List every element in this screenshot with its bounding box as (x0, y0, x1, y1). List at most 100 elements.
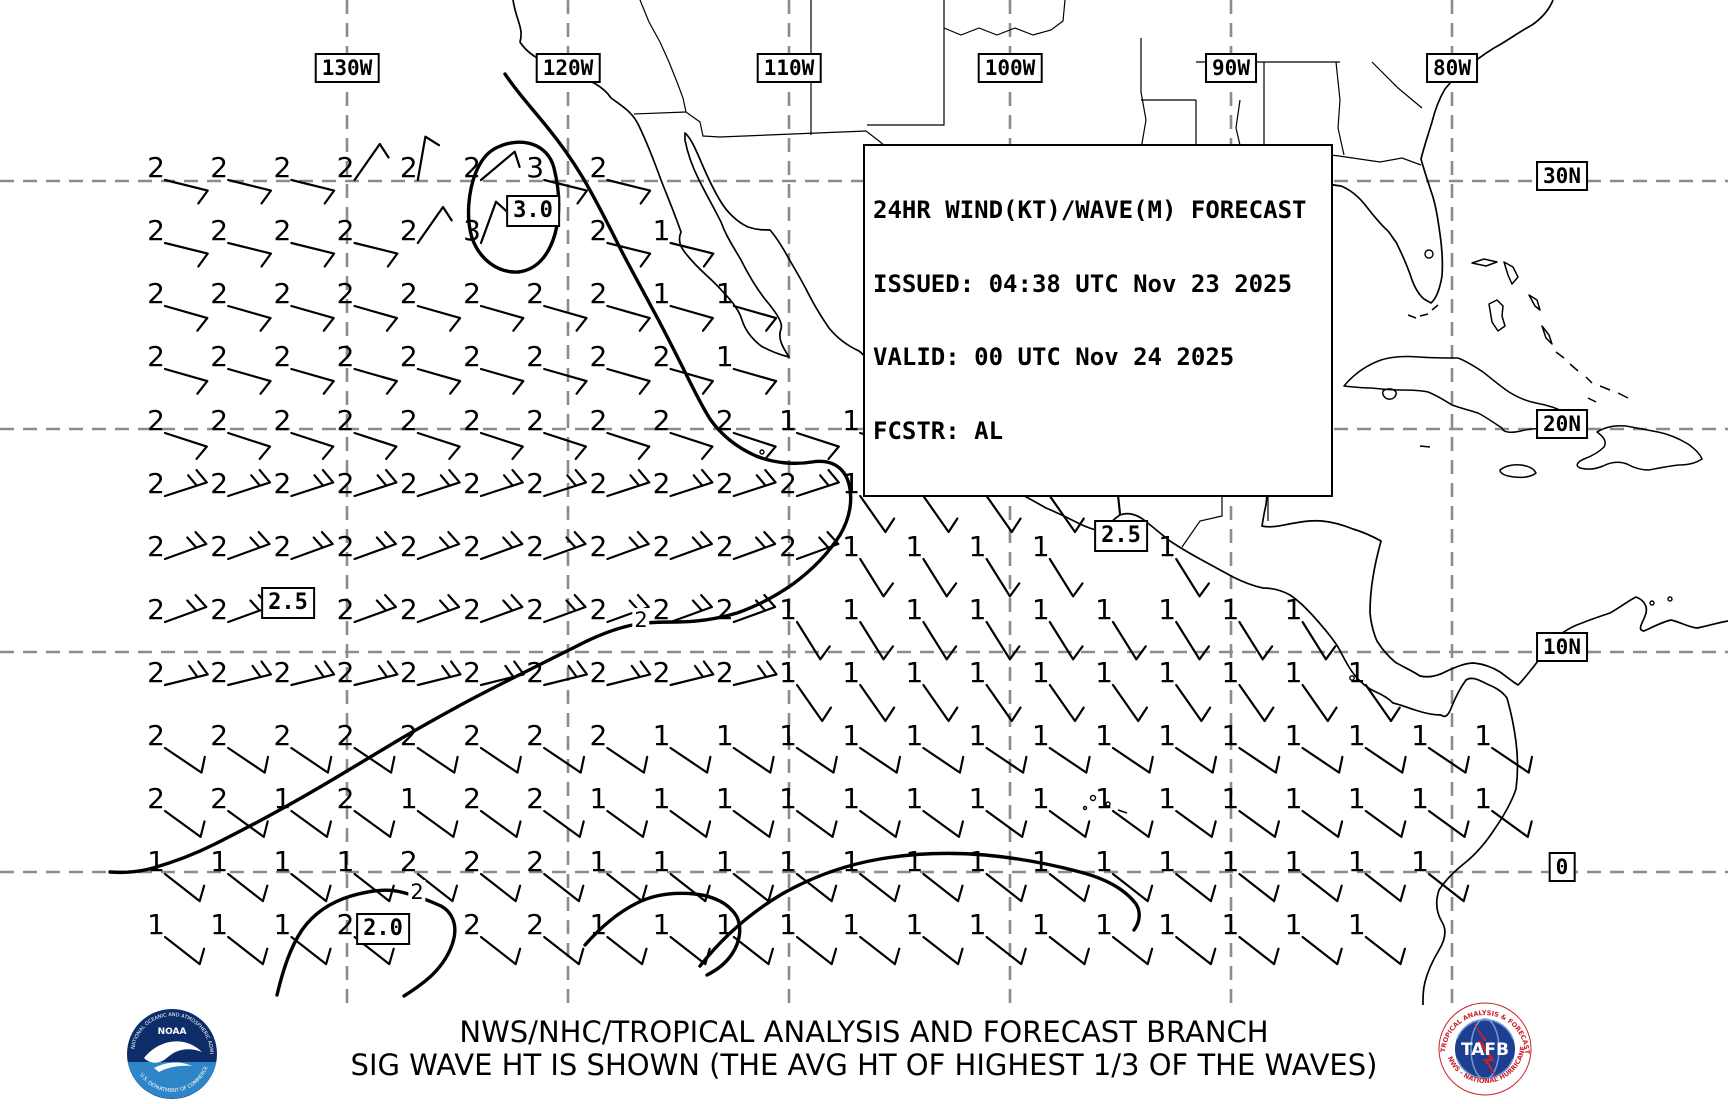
wind-barb (416, 135, 441, 182)
wind-barb (1238, 683, 1275, 723)
island (1569, 363, 1579, 372)
wave-height-value: 1 (653, 719, 671, 752)
wave-height-value: 2 (337, 340, 355, 373)
wind-barb (1111, 683, 1148, 723)
island (1576, 425, 1703, 471)
wind-barb (732, 367, 778, 395)
wind-barb (290, 469, 335, 498)
wave-height-value: 2 (589, 593, 607, 626)
wave-height-value: 1 (1348, 845, 1366, 878)
wind-barb (606, 872, 648, 903)
wind-barb (543, 660, 588, 687)
wave-height-value: 1 (905, 845, 923, 878)
wind-barb (922, 620, 958, 661)
wind-barb (606, 178, 652, 205)
wind-barb (353, 431, 398, 460)
island (1419, 445, 1431, 448)
state-border (943, 0, 1066, 36)
wave-height-value: 2 (273, 214, 291, 247)
wind-barb (985, 620, 1021, 661)
latitude-label: 20N (1536, 409, 1588, 439)
wave-height-value: 1 (1221, 782, 1239, 815)
wind-barb (795, 872, 838, 903)
wave-height-value: 2 (589, 214, 607, 247)
wave-height-value: 1 (1221, 908, 1239, 941)
wave-height-value: 1 (1221, 593, 1239, 626)
wind-barb (859, 620, 894, 661)
wind-barb (1238, 746, 1281, 774)
wave-height-value: 2 (589, 151, 607, 184)
wind-barb (795, 469, 840, 498)
wave-height-value: 2 (526, 908, 544, 941)
wave-height-value: 1 (1474, 719, 1492, 752)
wave-height-value: 2 (210, 467, 228, 500)
wave-height-value: 2 (147, 404, 165, 437)
wave-height-value: 2 (147, 151, 165, 184)
island (1528, 294, 1541, 311)
small-island (1349, 675, 1355, 681)
island (1488, 299, 1506, 332)
wave-height-value: 2 (463, 277, 481, 310)
wind-barb (1427, 872, 1470, 903)
wave-height-value: 1 (716, 277, 734, 310)
wind-barb (353, 872, 395, 903)
wave-height-value: 2 (147, 656, 165, 689)
wind-barb (606, 367, 651, 395)
wave-height-value: 1 (273, 908, 291, 941)
wind-barb (163, 241, 209, 268)
wave-height-value: 2 (463, 593, 481, 626)
wave-height-value: 2 (526, 719, 544, 752)
forecast-title-box: 24HR WIND(KT)/WAVE(M) FORECAST ISSUED: 0… (863, 144, 1333, 497)
wind-barb (669, 304, 714, 332)
state-border (1371, 61, 1423, 109)
wind-barb (290, 746, 333, 774)
wave-height-value: 2 (526, 340, 544, 373)
island (1382, 388, 1397, 400)
wave-height-value: 1 (1348, 782, 1366, 815)
wave-height-value: 1 (969, 908, 987, 941)
wave-height-value: 2 (463, 719, 481, 752)
wave-height-value: 1 (1285, 782, 1303, 815)
wave-height-value: 1 (969, 593, 987, 626)
state-border (867, 0, 945, 126)
wind-barb (1301, 746, 1344, 774)
small-island (1649, 600, 1655, 606)
wind-barb (732, 531, 777, 561)
wave-height-value: 1 (905, 908, 923, 941)
wave-height-value: 2 (400, 656, 418, 689)
wind-barb (922, 872, 964, 903)
wind-barb (985, 872, 1027, 903)
wave-height-contour (108, 72, 853, 875)
wave-height-value: 1 (842, 908, 860, 941)
wind-barb (1301, 620, 1337, 661)
wave-height-value: 2 (526, 845, 544, 878)
wind-barb (922, 935, 964, 966)
small-island (1105, 801, 1111, 807)
wind-barb (163, 660, 209, 687)
wave-height-value: 2 (526, 656, 544, 689)
wind-barb (669, 809, 712, 838)
wind-barb (163, 367, 209, 395)
wave-height-value: 1 (842, 845, 860, 878)
wave-height-value: 3 (526, 151, 544, 184)
wind-barb (795, 431, 840, 460)
wave-height-value: 1 (1158, 908, 1176, 941)
wave-height-value: 2 (273, 719, 291, 752)
wind-barb (1048, 809, 1091, 838)
wave-height-value: 1 (1095, 782, 1113, 815)
wind-barb (227, 178, 272, 205)
wave-height-value: 1 (1032, 845, 1050, 878)
wave-height-value: 1 (842, 467, 860, 500)
wave-height-value: 1 (1348, 719, 1366, 752)
wind-barb (1301, 809, 1344, 838)
small-island (1667, 596, 1673, 602)
wind-barb (732, 935, 774, 966)
small-island (759, 449, 765, 455)
wave-height-value: 2 (337, 151, 355, 184)
wave-height-value: 2 (589, 530, 607, 563)
wind-barb (227, 241, 272, 268)
wave-height-value: 1 (1158, 719, 1176, 752)
wave-height-value: 2 (273, 277, 291, 310)
